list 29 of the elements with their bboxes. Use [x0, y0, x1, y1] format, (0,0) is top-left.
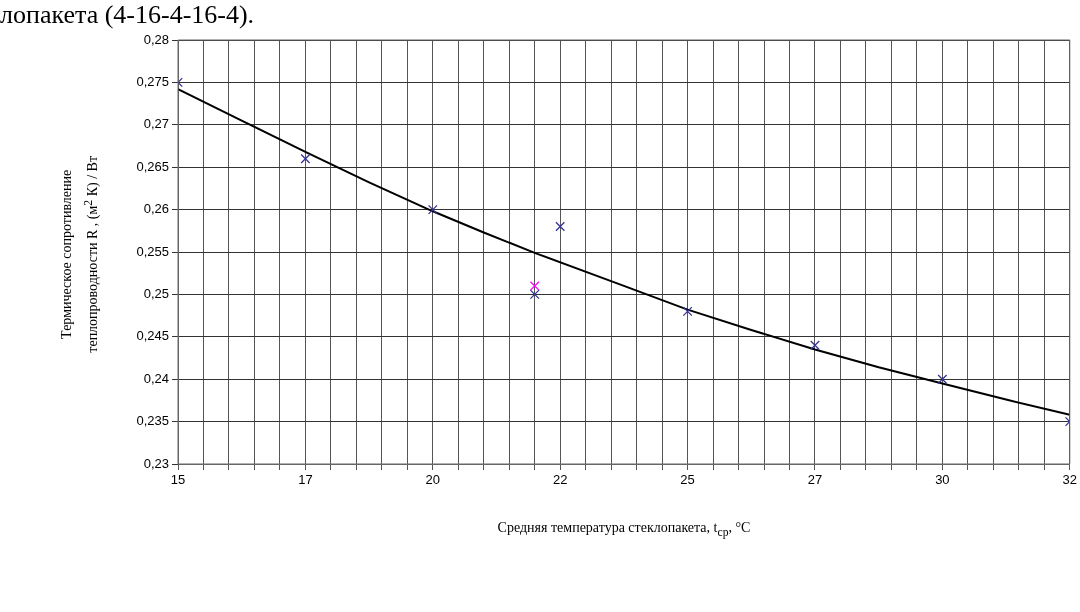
x-tick-label: 27: [807, 472, 823, 488]
text: лопакета (4-16-4-16-4).: [0, 0, 255, 30]
y-tick-label: 0,255: [136, 243, 169, 259]
point: [682, 306, 693, 317]
y-tick-label: 0,25: [143, 285, 169, 301]
point: [427, 204, 438, 215]
point: [555, 221, 566, 232]
x-tick-label: 22: [552, 472, 568, 488]
y-tick-label: 0,23: [143, 455, 169, 471]
y-tick-label: 0,265: [136, 158, 169, 174]
x-tick-label: 30: [935, 472, 950, 488]
y-tick-label: 0,275: [136, 73, 169, 89]
y-tick-label: 0,24: [143, 370, 169, 386]
x-axis-title: Средняя температура стеклопакета, t$_{ср}$, °С: [496, 520, 752, 539]
x-tick-label: 20: [425, 472, 441, 488]
point: [300, 153, 311, 164]
y-tick-label: 0,28: [143, 31, 169, 47]
y-tick-label: 0,26: [143, 201, 169, 217]
point: [529, 289, 540, 300]
y-tick-label: 0,27: [143, 116, 169, 132]
x-tick-label: 15: [170, 472, 186, 488]
x-tick-label: 17: [298, 472, 313, 488]
x-tick-label: 25: [680, 472, 695, 488]
point: [810, 340, 820, 351]
x-tick-label: 32: [1062, 472, 1077, 488]
point: [937, 374, 948, 385]
y-tick-label: 0,235: [136, 413, 169, 429]
point: [529, 281, 540, 291]
y-tick-label: 0,245: [136, 328, 169, 344]
